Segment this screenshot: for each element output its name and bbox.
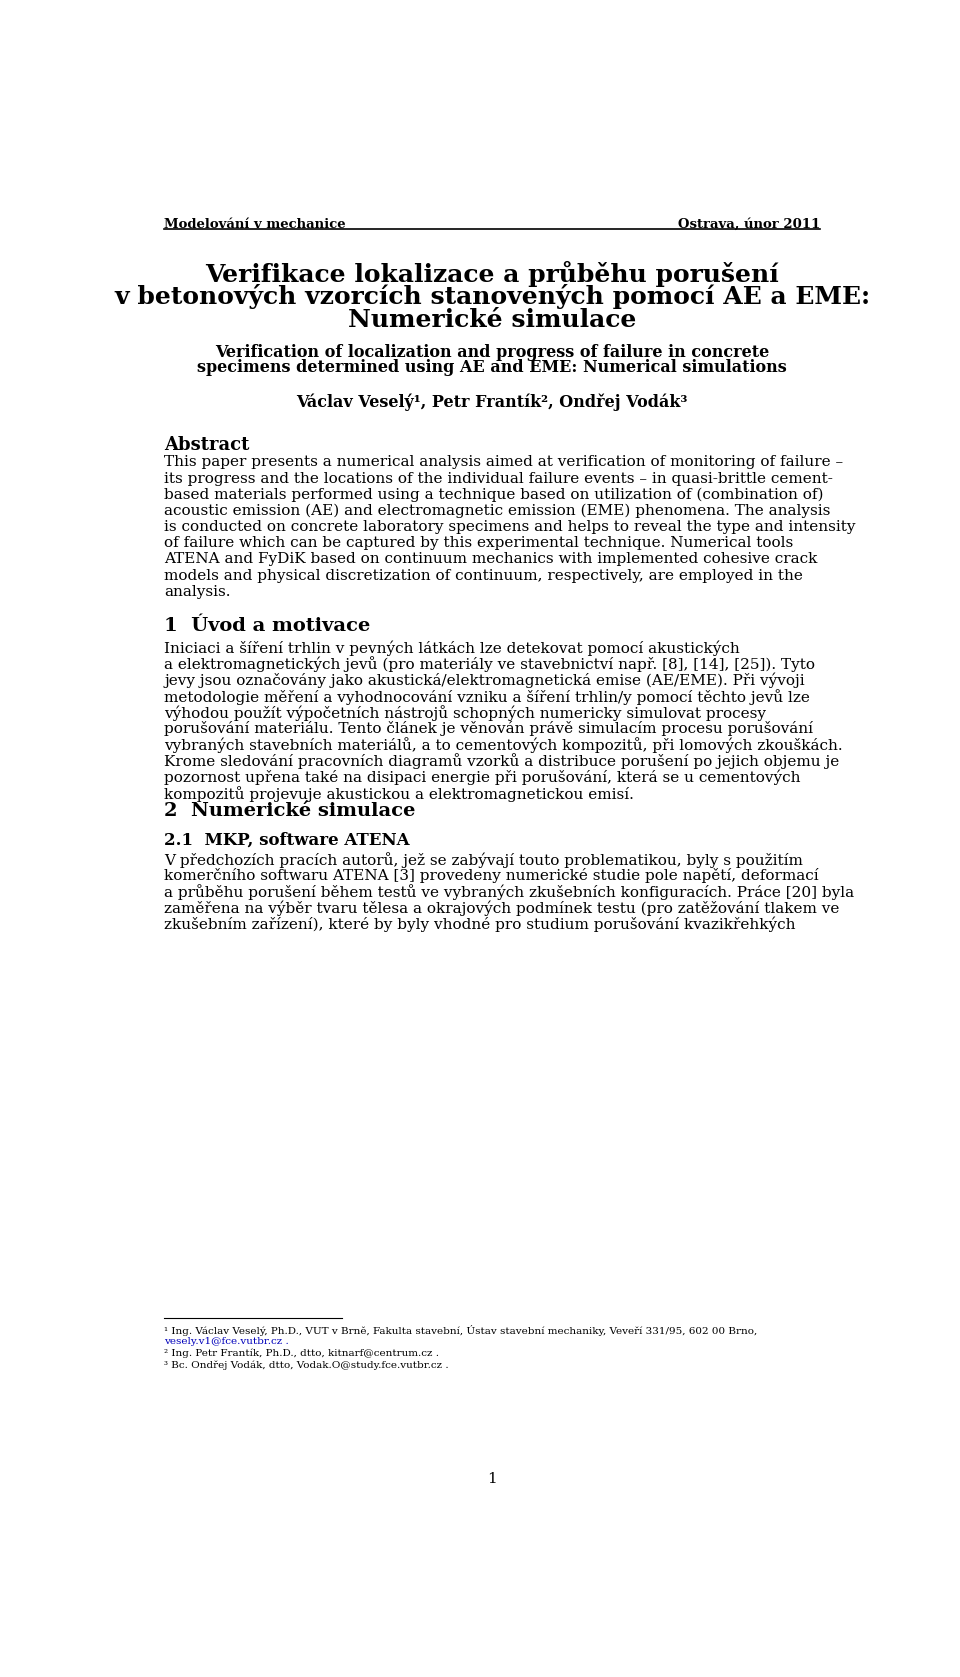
Text: its progress and the locations of the individual failure events – in quasi-britt: its progress and the locations of the in… [164, 471, 833, 486]
Text: acoustic emission (AE) and electromagnetic emission (EME) phenomena. The analysi: acoustic emission (AE) and electromagnet… [164, 503, 830, 518]
Text: models and physical discretization of continuum, respectively, are employed in t: models and physical discretization of co… [164, 569, 804, 582]
Text: výhodou použít výpočetních nástrojů schopných numericky simulovat procesy: výhodou použít výpočetních nástrojů scho… [164, 704, 766, 721]
Text: ² Ing. Petr Frantík, Ph.D., dtto, kitnarf@centrum.cz .: ² Ing. Petr Frantík, Ph.D., dtto, kitnar… [164, 1348, 439, 1358]
Text: ³ Bc. Ondřej Vodák, dtto, Vodak.O@study.fce.vutbr.cz .: ³ Bc. Ondřej Vodák, dtto, Vodak.O@study.… [164, 1360, 449, 1370]
Text: a elektromagnetických jevů (pro materiály ve stavebnictví např. [8], [14], [25]): a elektromagnetických jevů (pro materiál… [164, 656, 815, 672]
Text: Verification of localization and progress of failure in concrete: Verification of localization and progres… [215, 344, 769, 361]
Text: 2  Numerické simulace: 2 Numerické simulace [164, 802, 416, 820]
Text: V předchozích pracích autorů, jež se zabývají touto problematikou, byly s použit: V předchozích pracích autorů, jež se zab… [164, 852, 804, 867]
Text: komerčního softwaru ATENA [3] provedeny numerické studie pole napětí, deformací: komerčního softwaru ATENA [3] provedeny … [164, 869, 819, 884]
Text: Krome sledování pracovních diagramů vzorků a distribuce porušení po jejich objem: Krome sledování pracovních diagramů vzor… [164, 753, 839, 770]
Text: is conducted on concrete laboratory specimens and helps to reveal the type and i: is conducted on concrete laboratory spec… [164, 520, 855, 533]
Text: Ostrava, únor 2011: Ostrava, únor 2011 [678, 218, 820, 231]
Text: of failure which can be captured by this experimental technique. Numerical tools: of failure which can be captured by this… [164, 537, 793, 550]
Text: 1  Úvod a motivace: 1 Úvod a motivace [164, 617, 371, 636]
Text: 2.1  MKP, software ATENA: 2.1 MKP, software ATENA [164, 832, 410, 849]
Text: ¹ Ing. Václav Veselý, Ph.D., VUT v Brně, Fakulta stavební, Ústav stavební mechan: ¹ Ing. Václav Veselý, Ph.D., VUT v Brně,… [164, 1325, 757, 1337]
Text: Abstract: Abstract [164, 436, 250, 454]
Text: Numerické simulace: Numerické simulace [348, 307, 636, 332]
Text: vybraných stavebních materiálů, a to cementových kompozitů, při lomových zkoušká: vybraných stavebních materiálů, a to cem… [164, 738, 843, 753]
Text: This paper presents a numerical analysis aimed at verification of monitoring of : This paper presents a numerical analysis… [164, 456, 843, 470]
Text: analysis.: analysis. [164, 585, 230, 599]
Text: jevy jsou označovány jako akustická/elektromagnetická emise (AE/EME). Při vývoji: jevy jsou označovány jako akustická/elek… [164, 672, 804, 688]
Text: ATENA and FyDiK based on continuum mechanics with implemented cohesive crack: ATENA and FyDiK based on continuum mecha… [164, 552, 818, 567]
Text: v betonových vzorcích stanovených pomocí AE a EME:: v betonových vzorcích stanovených pomocí… [114, 285, 870, 309]
Text: Verifikace lokalizace a průběhu porušení: Verifikace lokalizace a průběhu porušení [205, 262, 779, 287]
Text: based materials performed using a technique based on utilization of (combination: based materials performed using a techni… [164, 488, 824, 501]
Text: Iniciaci a šíření trhlin v pevných látkách lze detekovat pomocí akustických: Iniciaci a šíření trhlin v pevných látká… [164, 641, 740, 656]
Text: porušování materiálu. Tento článek je věnován právě simulacím procesu porušování: porušování materiálu. Tento článek je vě… [164, 721, 813, 736]
Text: kompozitů projevuje akustickou a elektromagnetickou emisí.: kompozitů projevuje akustickou a elektro… [164, 785, 634, 802]
Text: specimens determined using AE and EME: Numerical simulations: specimens determined using AE and EME: N… [197, 359, 787, 376]
Text: zkušebním zařízení), které by byly vhodné pro studium porušování kvazikřehkých: zkušebním zařízení), které by byly vhodn… [164, 917, 796, 932]
Text: pozornost upřena také na disipaci energie při porušování, která se u cementových: pozornost upřena také na disipaci energi… [164, 770, 801, 785]
Text: metodologie měření a vyhodnocování vzniku a šíření trhlin/y pomocí těchto jevů l: metodologie měření a vyhodnocování vznik… [164, 689, 810, 704]
Text: zaměřena na výběr tvaru tělesa a okrajových podmínek testu (pro zatěžování tlake: zaměřena na výběr tvaru tělesa a okrajov… [164, 901, 840, 916]
Text: vesely.v1@fce.vutbr.cz .: vesely.v1@fce.vutbr.cz . [164, 1337, 289, 1347]
Text: Václav Veselý¹, Petr Frantík², Ondřej Vodák³: Václav Veselý¹, Petr Frantík², Ondřej Vo… [297, 394, 687, 411]
Text: 1: 1 [487, 1472, 497, 1486]
Text: a průběhu porušení během testů ve vybraných zkušebních konfiguracích. Práce [20]: a průběhu porušení během testů ve vybran… [164, 884, 854, 901]
Text: Modelování v mechanice: Modelování v mechanice [164, 218, 346, 231]
